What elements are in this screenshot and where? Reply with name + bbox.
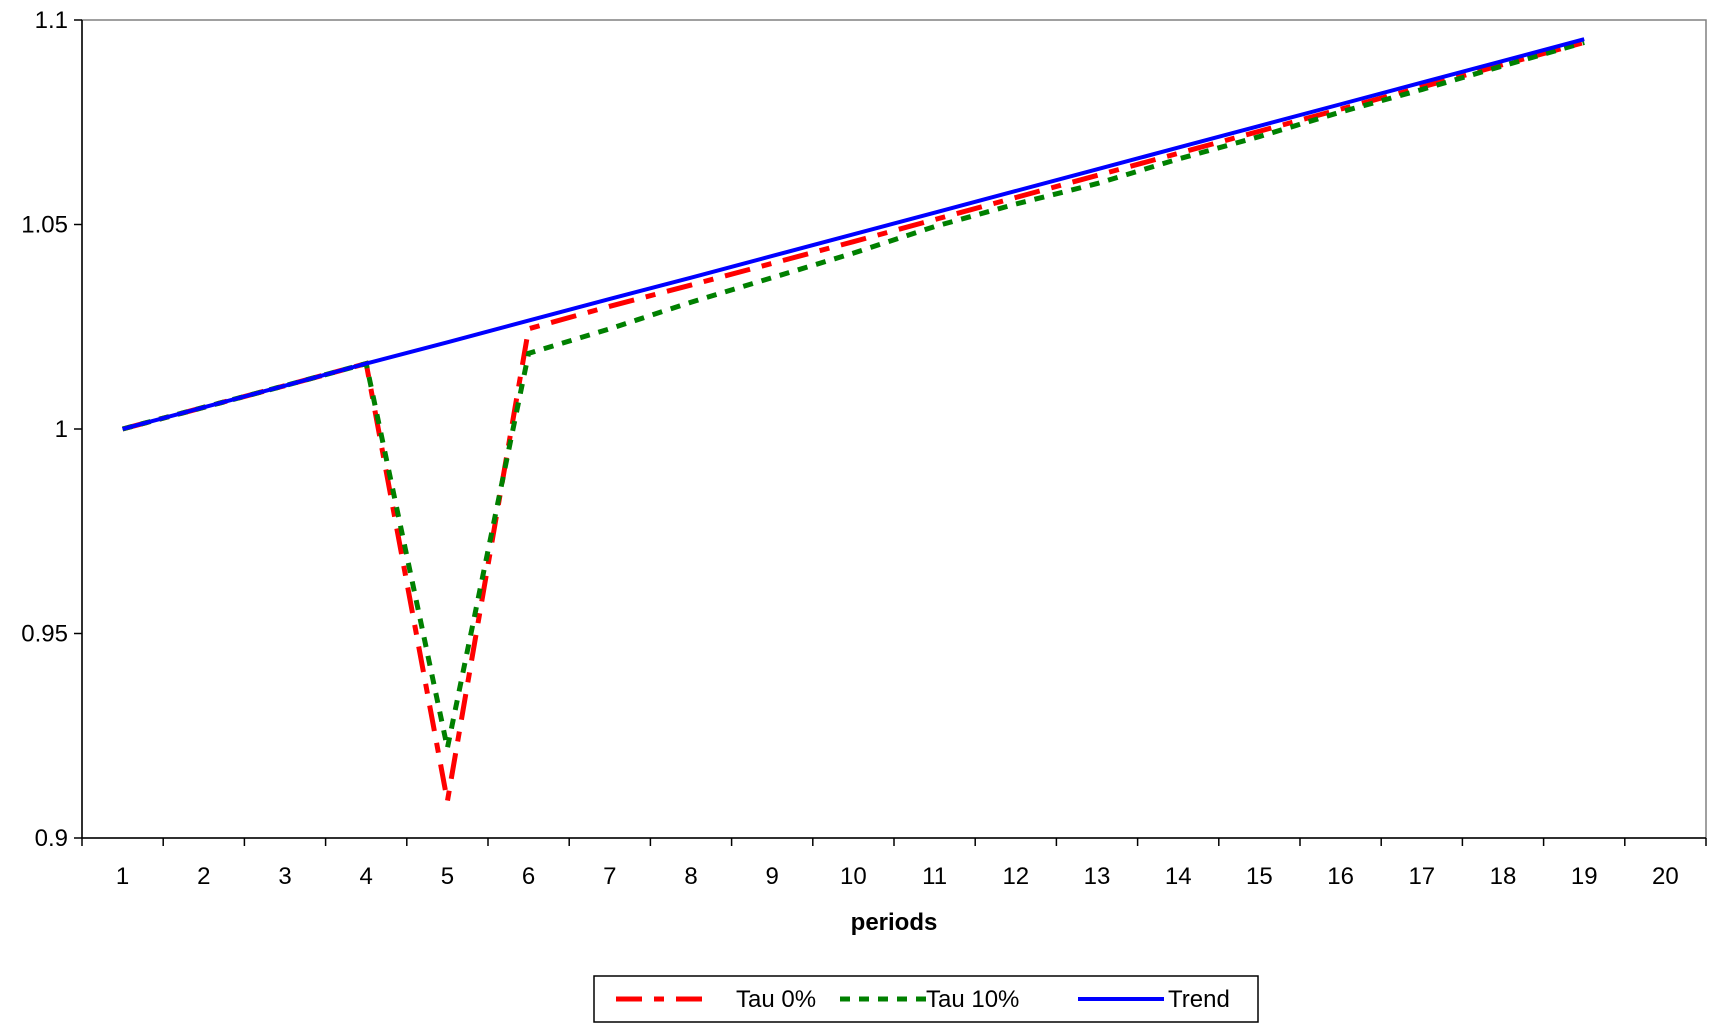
x-tick-label: 8 xyxy=(684,863,697,890)
y-tick-label: 1.05 xyxy=(21,212,68,239)
plot-area xyxy=(81,19,1707,839)
y-tick-label: 1 xyxy=(55,416,68,443)
x-tick-label: 14 xyxy=(1165,863,1192,890)
legend-label: Tau 10% xyxy=(926,986,1019,1013)
x-tick-label: 9 xyxy=(766,863,779,890)
x-tick-label: 18 xyxy=(1490,863,1517,890)
y-tick-label: 0.9 xyxy=(35,825,68,852)
x-tick-label: 4 xyxy=(360,863,373,890)
x-tick-label: 3 xyxy=(278,863,291,890)
x-tick-label: 19 xyxy=(1571,863,1598,890)
legend: Tau 0% Tau 10% Trend xyxy=(593,975,1259,1023)
x-axis-title: periods xyxy=(851,909,938,936)
plot-border xyxy=(81,19,1707,839)
y-tick-label: 0.95 xyxy=(21,621,68,648)
x-tick-label: 6 xyxy=(522,863,535,890)
x-tick-label: 15 xyxy=(1246,863,1273,890)
y-tick-label: 1.1 xyxy=(35,7,68,34)
x-tick-label: 20 xyxy=(1652,863,1679,890)
x-tick-label: 16 xyxy=(1327,863,1354,890)
legend-label: Trend xyxy=(1168,986,1230,1013)
x-tick-label: 17 xyxy=(1408,863,1435,890)
y-axis: 0.9 0.95 1 1.05 1.1 xyxy=(21,7,83,852)
x-tick-label: 5 xyxy=(441,863,454,890)
x-tick-label: 11 xyxy=(922,863,947,890)
x-tick-label: 7 xyxy=(603,863,616,890)
series-layer xyxy=(121,37,1585,802)
x-tick-label: 12 xyxy=(1002,863,1029,890)
x-tick-label: 1 xyxy=(116,863,129,890)
legend-label: Tau 0% xyxy=(736,986,816,1013)
x-tick-label: 2 xyxy=(197,863,210,890)
x-tick-label: 10 xyxy=(840,863,867,890)
x-axis: 1 2 3 4 5 6 7 8 9 10 11 12 13 14 15 16 17 18 19 20 xyxy=(81,837,1707,890)
x-tick-label: 13 xyxy=(1084,863,1111,890)
